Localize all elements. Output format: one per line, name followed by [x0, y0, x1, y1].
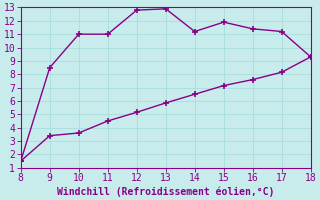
X-axis label: Windchill (Refroidissement éolien,°C): Windchill (Refroidissement éolien,°C)	[57, 186, 275, 197]
